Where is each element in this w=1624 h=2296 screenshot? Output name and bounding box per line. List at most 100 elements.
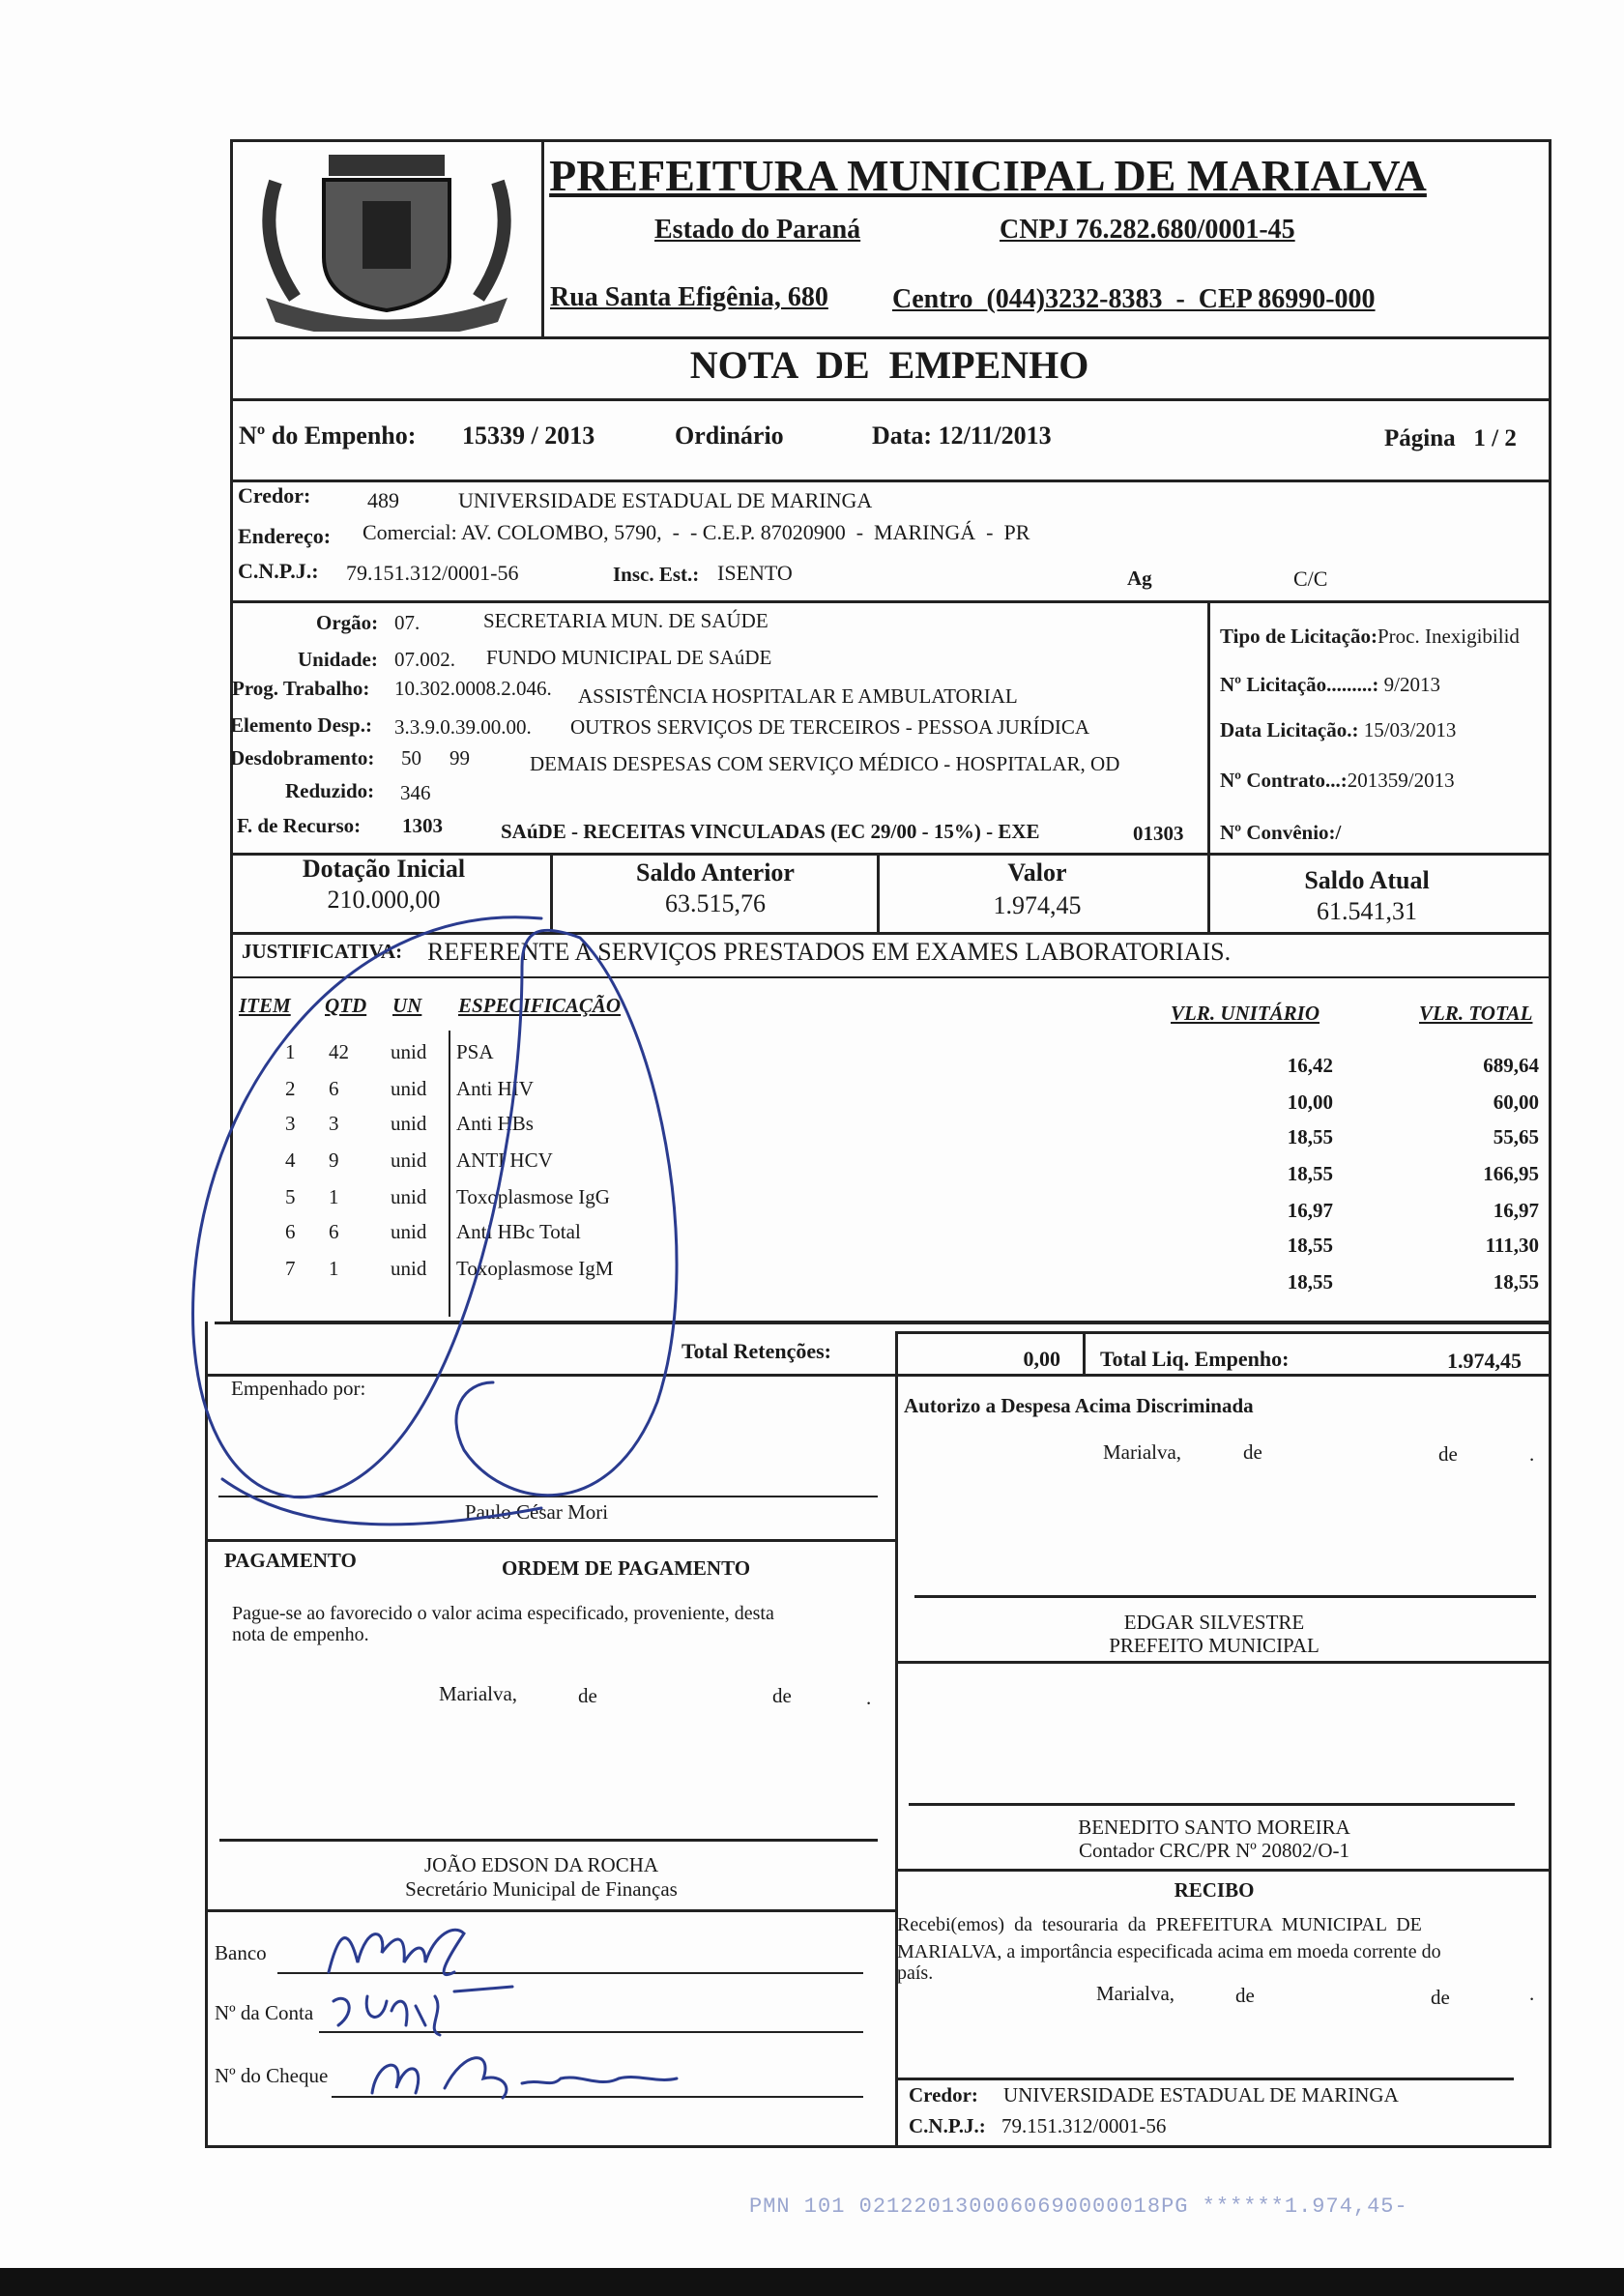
desdobramento-label: Desdobramento: <box>230 746 375 770</box>
divider <box>230 976 1552 978</box>
recurso-code-2: 01303 <box>1133 822 1184 845</box>
item-unit: unid <box>391 1220 427 1243</box>
pagamento-text: nota de empenho. <box>232 1624 369 1645</box>
justificativa-label: JUSTIFICATIVA: <box>242 940 403 963</box>
item-number: 6 <box>285 1220 296 1243</box>
prefeito-role: PREFEITO MUNICIPAL <box>1109 1634 1320 1657</box>
prog-code: 10.302.0008.2.046. <box>394 677 552 700</box>
empenhado-name: Paulo César Mori <box>464 1500 609 1524</box>
totals-and-signatures-frame <box>205 1322 1552 2148</box>
unidade-code: 07.002. <box>394 648 455 671</box>
licitacao-date-value: 15/03/2013 <box>1358 718 1457 741</box>
item-description: Anti HBs <box>456 1112 534 1135</box>
item-total-value: 55,65 <box>1493 1125 1539 1148</box>
empenho-date: Data: 12/11/2013 <box>872 421 1052 450</box>
secretario-role: Secretário Municipal de Finanças <box>405 1877 678 1901</box>
pagamento-text: Pague-se ao favorecido o valor acima esp… <box>232 1603 774 1624</box>
recibo-cnpj-label: C.N.P.J.: <box>909 2114 986 2137</box>
convenio-label: Nº Convênio:/ <box>1220 821 1342 844</box>
recibo-dot: . <box>1529 1982 1535 2005</box>
conta-handwritten <box>332 1985 514 2037</box>
item-total-value: 60,00 <box>1493 1090 1539 1114</box>
recibo-credor: UNIVERSIDADE ESTADUAL DE MARINGA <box>1003 2083 1399 2107</box>
recibo-credor-label: Credor: <box>909 2083 978 2107</box>
item-quantity: 1 <box>329 1185 339 1208</box>
banco-signature <box>327 1928 466 1976</box>
item-total-value: 166,95 <box>1483 1162 1539 1185</box>
scan-edge <box>0 2268 1624 2296</box>
autorizo-city: Marialva, <box>1103 1440 1182 1464</box>
recibo-city: Marialva, <box>1096 1982 1175 2005</box>
col-qtd: QTD <box>325 994 367 1017</box>
item-number: 1 <box>285 1040 296 1063</box>
reduzido-value: 346 <box>400 781 431 804</box>
divider <box>230 480 1552 482</box>
item-quantity: 1 <box>329 1257 339 1280</box>
pagamento-de: de <box>772 1684 792 1707</box>
item-unit: unid <box>391 1077 427 1100</box>
retencoes-value: 0,00 <box>1023 1347 1061 1371</box>
item-unit-value: 18,55 <box>1287 1234 1333 1257</box>
item-number: 5 <box>285 1185 296 1208</box>
autorizo-dot: . <box>1529 1442 1535 1466</box>
item-number: 4 <box>285 1148 296 1172</box>
item-description: Anti HBc Total <box>456 1220 581 1243</box>
municipality-cnpj: CNPJ 76.282.680/0001-45 <box>1000 215 1295 245</box>
contract-number: Nº Contrato...:201359/2013 <box>1220 769 1455 793</box>
licitacao-type: Tipo de Licitação:Proc. Inexigibilid <box>1220 625 1520 649</box>
reduzido-label: Reduzido: <box>285 779 375 802</box>
item-unit: unid <box>391 1257 427 1280</box>
desdobramento-code: 99 <box>450 746 470 770</box>
licitacao-type-label: Tipo de Licitação: <box>1220 625 1378 648</box>
item-total-value: 111,30 <box>1485 1234 1539 1257</box>
item-unit-value: 18,55 <box>1287 1125 1333 1148</box>
recurso-label: F. de Recurso: <box>237 814 362 837</box>
liquido-label: Total Liq. Empenho: <box>1100 1347 1290 1371</box>
item-unit: unid <box>391 1112 427 1135</box>
orgao-name: SECRETARIA MUN. DE SAÚDE <box>483 609 768 632</box>
pagamento-label: PAGAMENTO <box>224 1549 357 1572</box>
item-unit: unid <box>391 1040 427 1063</box>
divider <box>205 1909 895 1912</box>
saldo-anterior-value: 63.515,76 <box>665 889 766 917</box>
recurso-name: SAúDE - RECEITAS VINCULADAS (EC 29/00 - … <box>501 820 1040 843</box>
cheque-field[interactable] <box>332 2096 863 2098</box>
item-unit-value: 16,42 <box>1287 1054 1333 1077</box>
item-quantity: 3 <box>329 1112 339 1135</box>
pen-ellipse-mark <box>191 915 679 1498</box>
contador-name: BENEDITO SANTO MOREIRA <box>1078 1816 1350 1839</box>
item-unit: unid <box>391 1148 427 1172</box>
desdobramento-code: 50 <box>401 746 421 770</box>
divider <box>230 398 1552 401</box>
recurso-code: 1303 <box>402 814 443 837</box>
pen-stroke-mark <box>220 1477 543 1526</box>
divider <box>895 1331 1552 1334</box>
address-label: Endereço: <box>238 524 332 548</box>
street-address: Rua Santa Efigênia, 680 <box>550 282 828 312</box>
saldo-atual-value: 61.541,31 <box>1317 897 1417 925</box>
desdobramento-name: DEMAIS DESPESAS COM SERVIÇO MÉDICO - HOS… <box>530 752 1120 775</box>
ordem-pagamento-title: ORDEM DE PAGAMENTO <box>502 1556 751 1580</box>
credor-address: Comercial: AV. COLOMBO, 5790, - - C.E.P.… <box>362 520 1030 544</box>
recibo-text: país. <box>897 1962 934 1984</box>
liquido-value: 1.974,45 <box>1447 1349 1522 1373</box>
divider <box>230 336 1552 339</box>
recibo-de: de <box>1431 1986 1450 2009</box>
banco-field[interactable] <box>277 1972 863 1974</box>
col-total-value: VLR. TOTAL <box>1419 1002 1533 1025</box>
document-title: NOTA DE EMPENHO <box>689 343 1089 387</box>
credor-label: Credor: <box>238 483 311 508</box>
contact-info: Centro (044)3232-8383 - CEP 86990-000 <box>892 284 1376 314</box>
conta-field[interactable] <box>319 2031 863 2033</box>
elemento-name: OUTROS SERVIÇOS DE TERCEIROS - PESSOA JU… <box>570 715 1090 739</box>
ag-label: Ag <box>1127 567 1152 590</box>
item-quantity: 6 <box>329 1077 339 1100</box>
item-unit: unid <box>391 1185 427 1208</box>
banco-label: Banco <box>215 1941 267 1964</box>
autorizo-label: Autorizo a Despesa Acima Discriminada <box>904 1394 1254 1417</box>
credor-name: UNIVERSIDADE ESTADUAL DE MARINGA <box>458 488 873 512</box>
col-spec: ESPECIFICAÇÃO <box>458 994 622 1017</box>
contract-label: Nº Contrato...: <box>1220 769 1348 792</box>
credor-code: 489 <box>367 488 399 512</box>
